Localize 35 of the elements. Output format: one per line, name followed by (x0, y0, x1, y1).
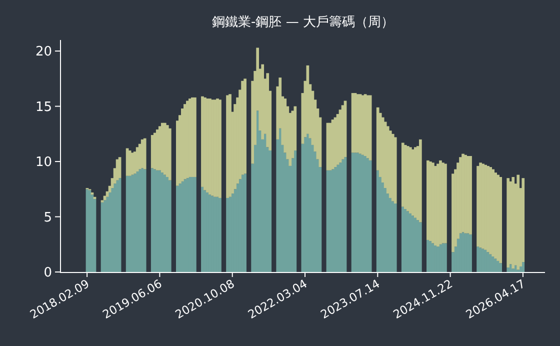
y-tick-label: 15 (35, 100, 52, 115)
y-tick-label: 10 (35, 155, 52, 170)
bar (294, 150, 297, 272)
bar (261, 64, 264, 140)
bar (394, 137, 397, 204)
chart-title: 鋼鐵業-鋼胚 — 大戶籌碼（周） (212, 15, 394, 30)
bar (143, 138, 146, 170)
bar (418, 139, 422, 222)
bar (499, 263, 502, 272)
bar (469, 156, 472, 234)
bar (469, 234, 472, 272)
bar (244, 78, 246, 174)
bar (194, 176, 196, 272)
bar (168, 128, 172, 180)
bar (218, 100, 222, 198)
bar (268, 150, 272, 272)
bar (499, 176, 502, 264)
bar (522, 262, 525, 272)
bar (444, 164, 447, 244)
bar (506, 268, 510, 272)
bar (168, 180, 172, 272)
bar (394, 204, 397, 272)
bar (418, 222, 422, 272)
bar (512, 268, 515, 272)
y-tick-label: 0 (44, 266, 52, 280)
bar (143, 169, 146, 272)
bar (266, 73, 270, 148)
y-tick-label: 20 (35, 44, 52, 60)
bar (444, 243, 447, 272)
bar (244, 174, 246, 272)
bar (522, 178, 525, 262)
y-tick-label: 5 (44, 210, 52, 226)
bar (136, 147, 139, 172)
bar (194, 97, 196, 177)
bar (218, 198, 222, 272)
